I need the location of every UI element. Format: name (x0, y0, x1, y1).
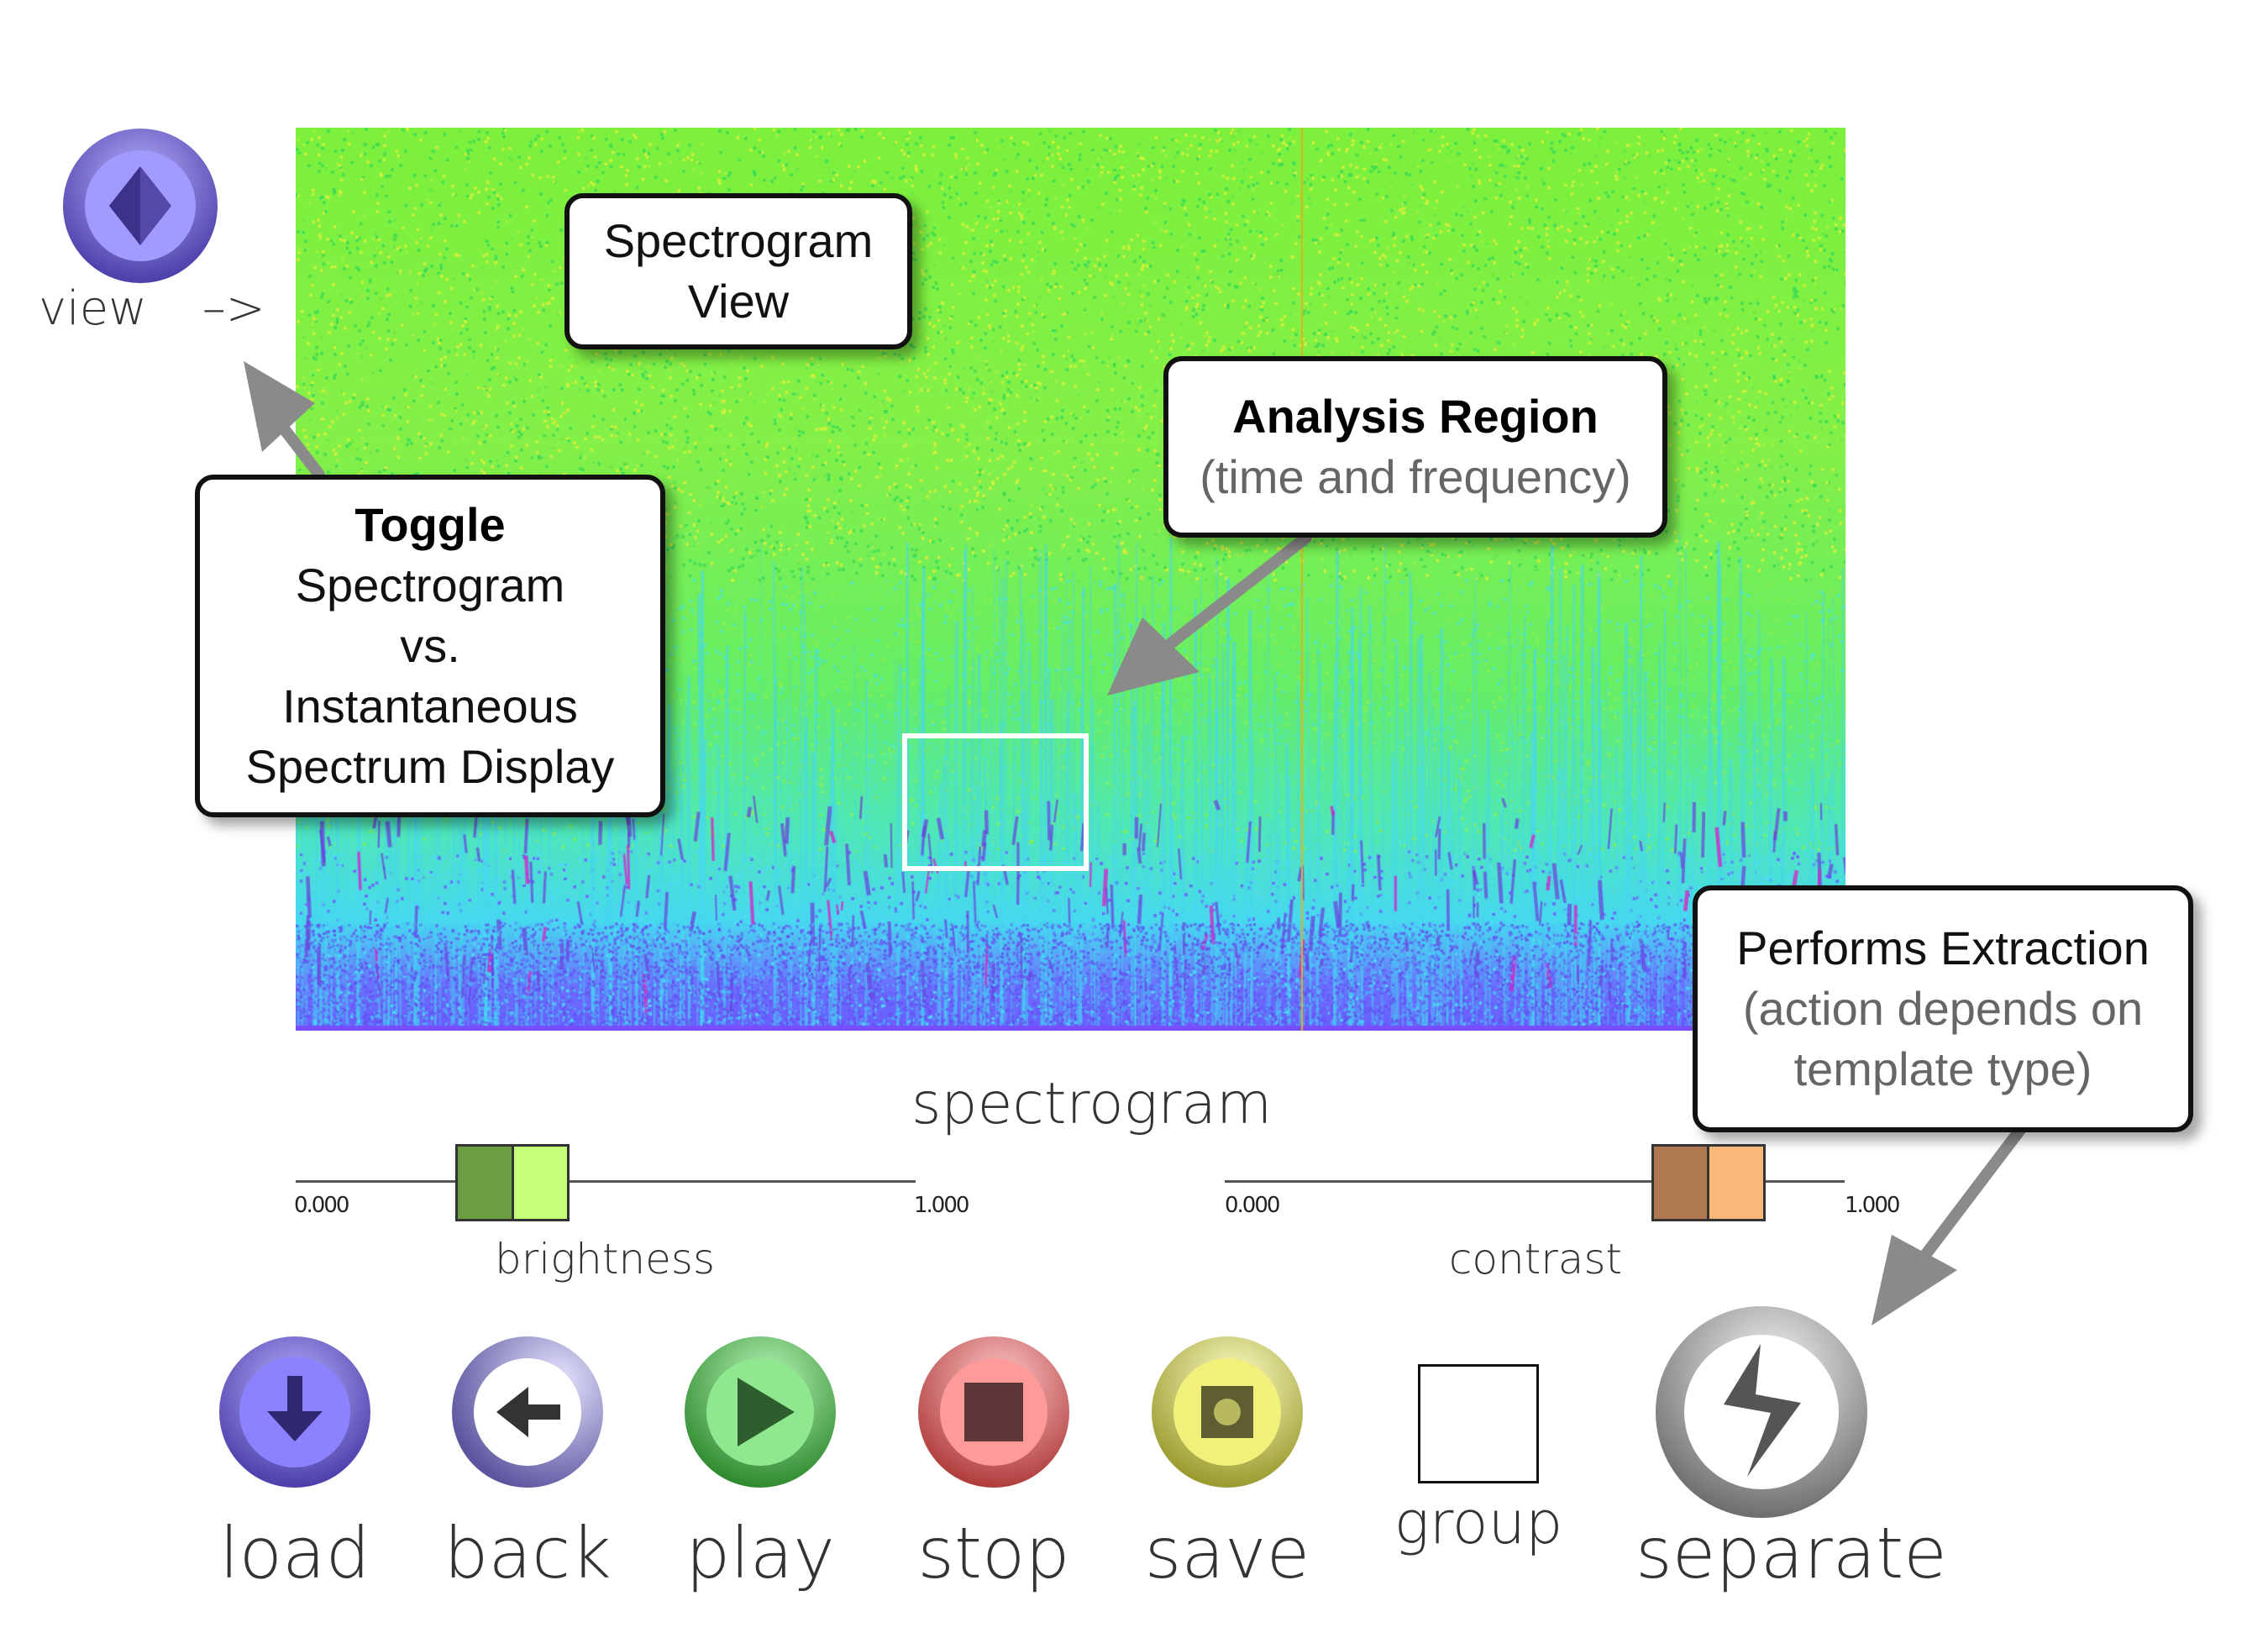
contrast-max-label: 1.000 (1845, 1193, 1900, 1218)
callout-performs-extraction-subtitle2: template type) (1793, 1042, 2092, 1095)
callout-analysis-region: Analysis Region (time and frequency) (1163, 356, 1667, 538)
callout-performs-extraction: Performs Extraction (action depends on t… (1693, 885, 2193, 1132)
play-button[interactable] (682, 1334, 838, 1490)
callout-analysis-region-subtitle: (time and frequency) (1200, 450, 1631, 503)
play-icon (685, 1336, 836, 1488)
brightness-min-label: 0.000 (294, 1193, 349, 1218)
view-arrow-text: –> (202, 281, 265, 336)
separate-button[interactable] (1653, 1304, 1870, 1520)
left-arrow-icon (452, 1336, 603, 1488)
callout-analysis-region-title: Analysis Region (1232, 390, 1599, 443)
stop-label: stop (917, 1512, 1070, 1594)
callout-toggle-line3: Instantaneous (282, 680, 578, 732)
contrast-thumb-light (1709, 1147, 1763, 1219)
brightness-thumb-light (513, 1147, 568, 1219)
brightness-label: brightness (494, 1235, 716, 1284)
display-title: spectrogram (911, 1071, 1273, 1137)
contrast-label: contrast (1448, 1235, 1623, 1284)
load-label: load (219, 1512, 370, 1594)
brightness-track[interactable] (296, 1180, 916, 1183)
callout-toggle-line4: Spectrum Display (245, 740, 615, 793)
callout-toggle: Toggle Spectrogram vs. Instantaneous Spe… (195, 475, 665, 817)
separate-label: separate (1635, 1512, 1947, 1594)
analysis-region-box[interactable] (902, 733, 1089, 871)
lightning-icon (1656, 1306, 1867, 1518)
callout-toggle-line2: vs. (400, 619, 460, 672)
diamond-icon (63, 129, 218, 283)
save-button[interactable] (1149, 1334, 1305, 1490)
group-checkbox[interactable] (1418, 1364, 1539, 1483)
callout-spectrogram-view-line1: Spectrogram (603, 214, 874, 267)
brightness-max-label: 1.000 (914, 1193, 969, 1218)
view-toggle-button[interactable] (60, 126, 220, 286)
down-arrow-icon (219, 1336, 370, 1488)
contrast-thumb[interactable] (1651, 1144, 1766, 1221)
back-button[interactable] (449, 1334, 606, 1490)
view-label-text: view (39, 281, 147, 336)
contrast-min-label: 0.000 (1225, 1193, 1280, 1218)
callout-performs-extraction-subtitle1: (action depends on (1742, 982, 2144, 1035)
callout-toggle-title: Toggle (354, 498, 506, 551)
save-label: save (1144, 1512, 1310, 1594)
contrast-track[interactable] (1225, 1180, 1845, 1183)
stop-button[interactable] (916, 1334, 1072, 1490)
play-label: play (685, 1512, 835, 1594)
callout-spectrogram-view: Spectrogram View (564, 193, 912, 349)
group-label: group (1394, 1488, 1563, 1557)
load-button[interactable] (217, 1334, 373, 1490)
brightness-thumb-dark (458, 1147, 514, 1219)
stop-icon (918, 1336, 1069, 1488)
callout-spectrogram-view-line2: View (687, 275, 790, 328)
contrast-thumb-dark (1653, 1147, 1710, 1219)
brightness-thumb[interactable] (455, 1144, 570, 1221)
callout-performs-extraction-title: Performs Extraction (1736, 921, 2150, 974)
view-label: view –> (39, 281, 265, 336)
save-icon (1152, 1336, 1303, 1488)
back-label: back (444, 1512, 612, 1594)
callout-toggle-line1: Spectrogram (295, 559, 565, 612)
